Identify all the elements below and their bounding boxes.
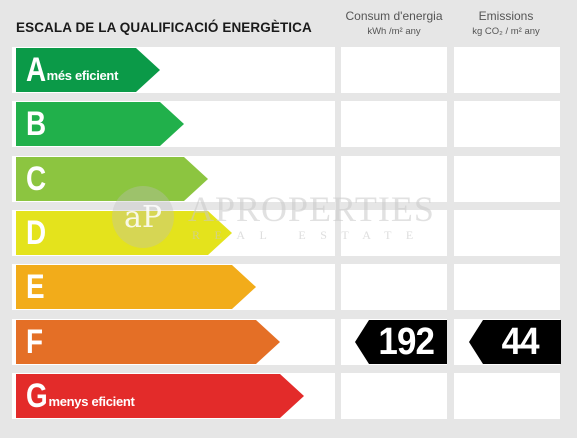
rating-description: menys eficient (48, 393, 135, 409)
rating-letter: E (26, 268, 45, 306)
emissions-value-tag: 44 (469, 320, 561, 364)
energy-value-tag: 192 (355, 320, 447, 364)
rating-arrow-d: D (16, 211, 232, 255)
energy-cell (341, 156, 447, 202)
energy-cell (341, 47, 447, 93)
rating-letter: C (26, 160, 47, 198)
energy-value: 192 (378, 320, 434, 363)
rating-letter: B (26, 105, 47, 143)
energy-cell (341, 264, 447, 310)
rating-letter: D (26, 214, 47, 252)
rating-arrow-f: F (16, 320, 280, 364)
rating-arrow-e: E (16, 265, 256, 309)
rating-letter: A (26, 51, 47, 89)
emissions-cell (454, 47, 560, 93)
rating-arrow-c: C (16, 157, 208, 201)
emissions-cell (454, 373, 560, 419)
energy-cell (341, 210, 447, 256)
emissions-cell (454, 156, 560, 202)
emissions-cell (454, 264, 560, 310)
label-title: ESCALA DE LA QUALIFICACIÓ ENERGÈTICA (16, 20, 312, 35)
energy-column-header: Consum d'energia kWh /m² any (340, 9, 448, 38)
emissions-column-header: Emissions kg CO₂ / m² any (452, 9, 560, 38)
energy-cell (341, 101, 447, 147)
rating-letter: G (26, 377, 48, 415)
rating-description: més eficient (46, 67, 119, 83)
rating-letter: F (26, 323, 44, 361)
emissions-column-title: Emissions (478, 9, 534, 23)
rating-arrow-b: B (16, 102, 184, 146)
energy-column-unit: kWh /m² any (367, 26, 421, 37)
emissions-cell (454, 101, 560, 147)
emissions-value: 44 (501, 320, 539, 363)
energy-column-title: Consum d'energia (345, 9, 443, 23)
emissions-column-unit: kg CO₂ / m² any (472, 26, 540, 37)
energy-cell (341, 373, 447, 419)
emissions-cell (454, 210, 560, 256)
